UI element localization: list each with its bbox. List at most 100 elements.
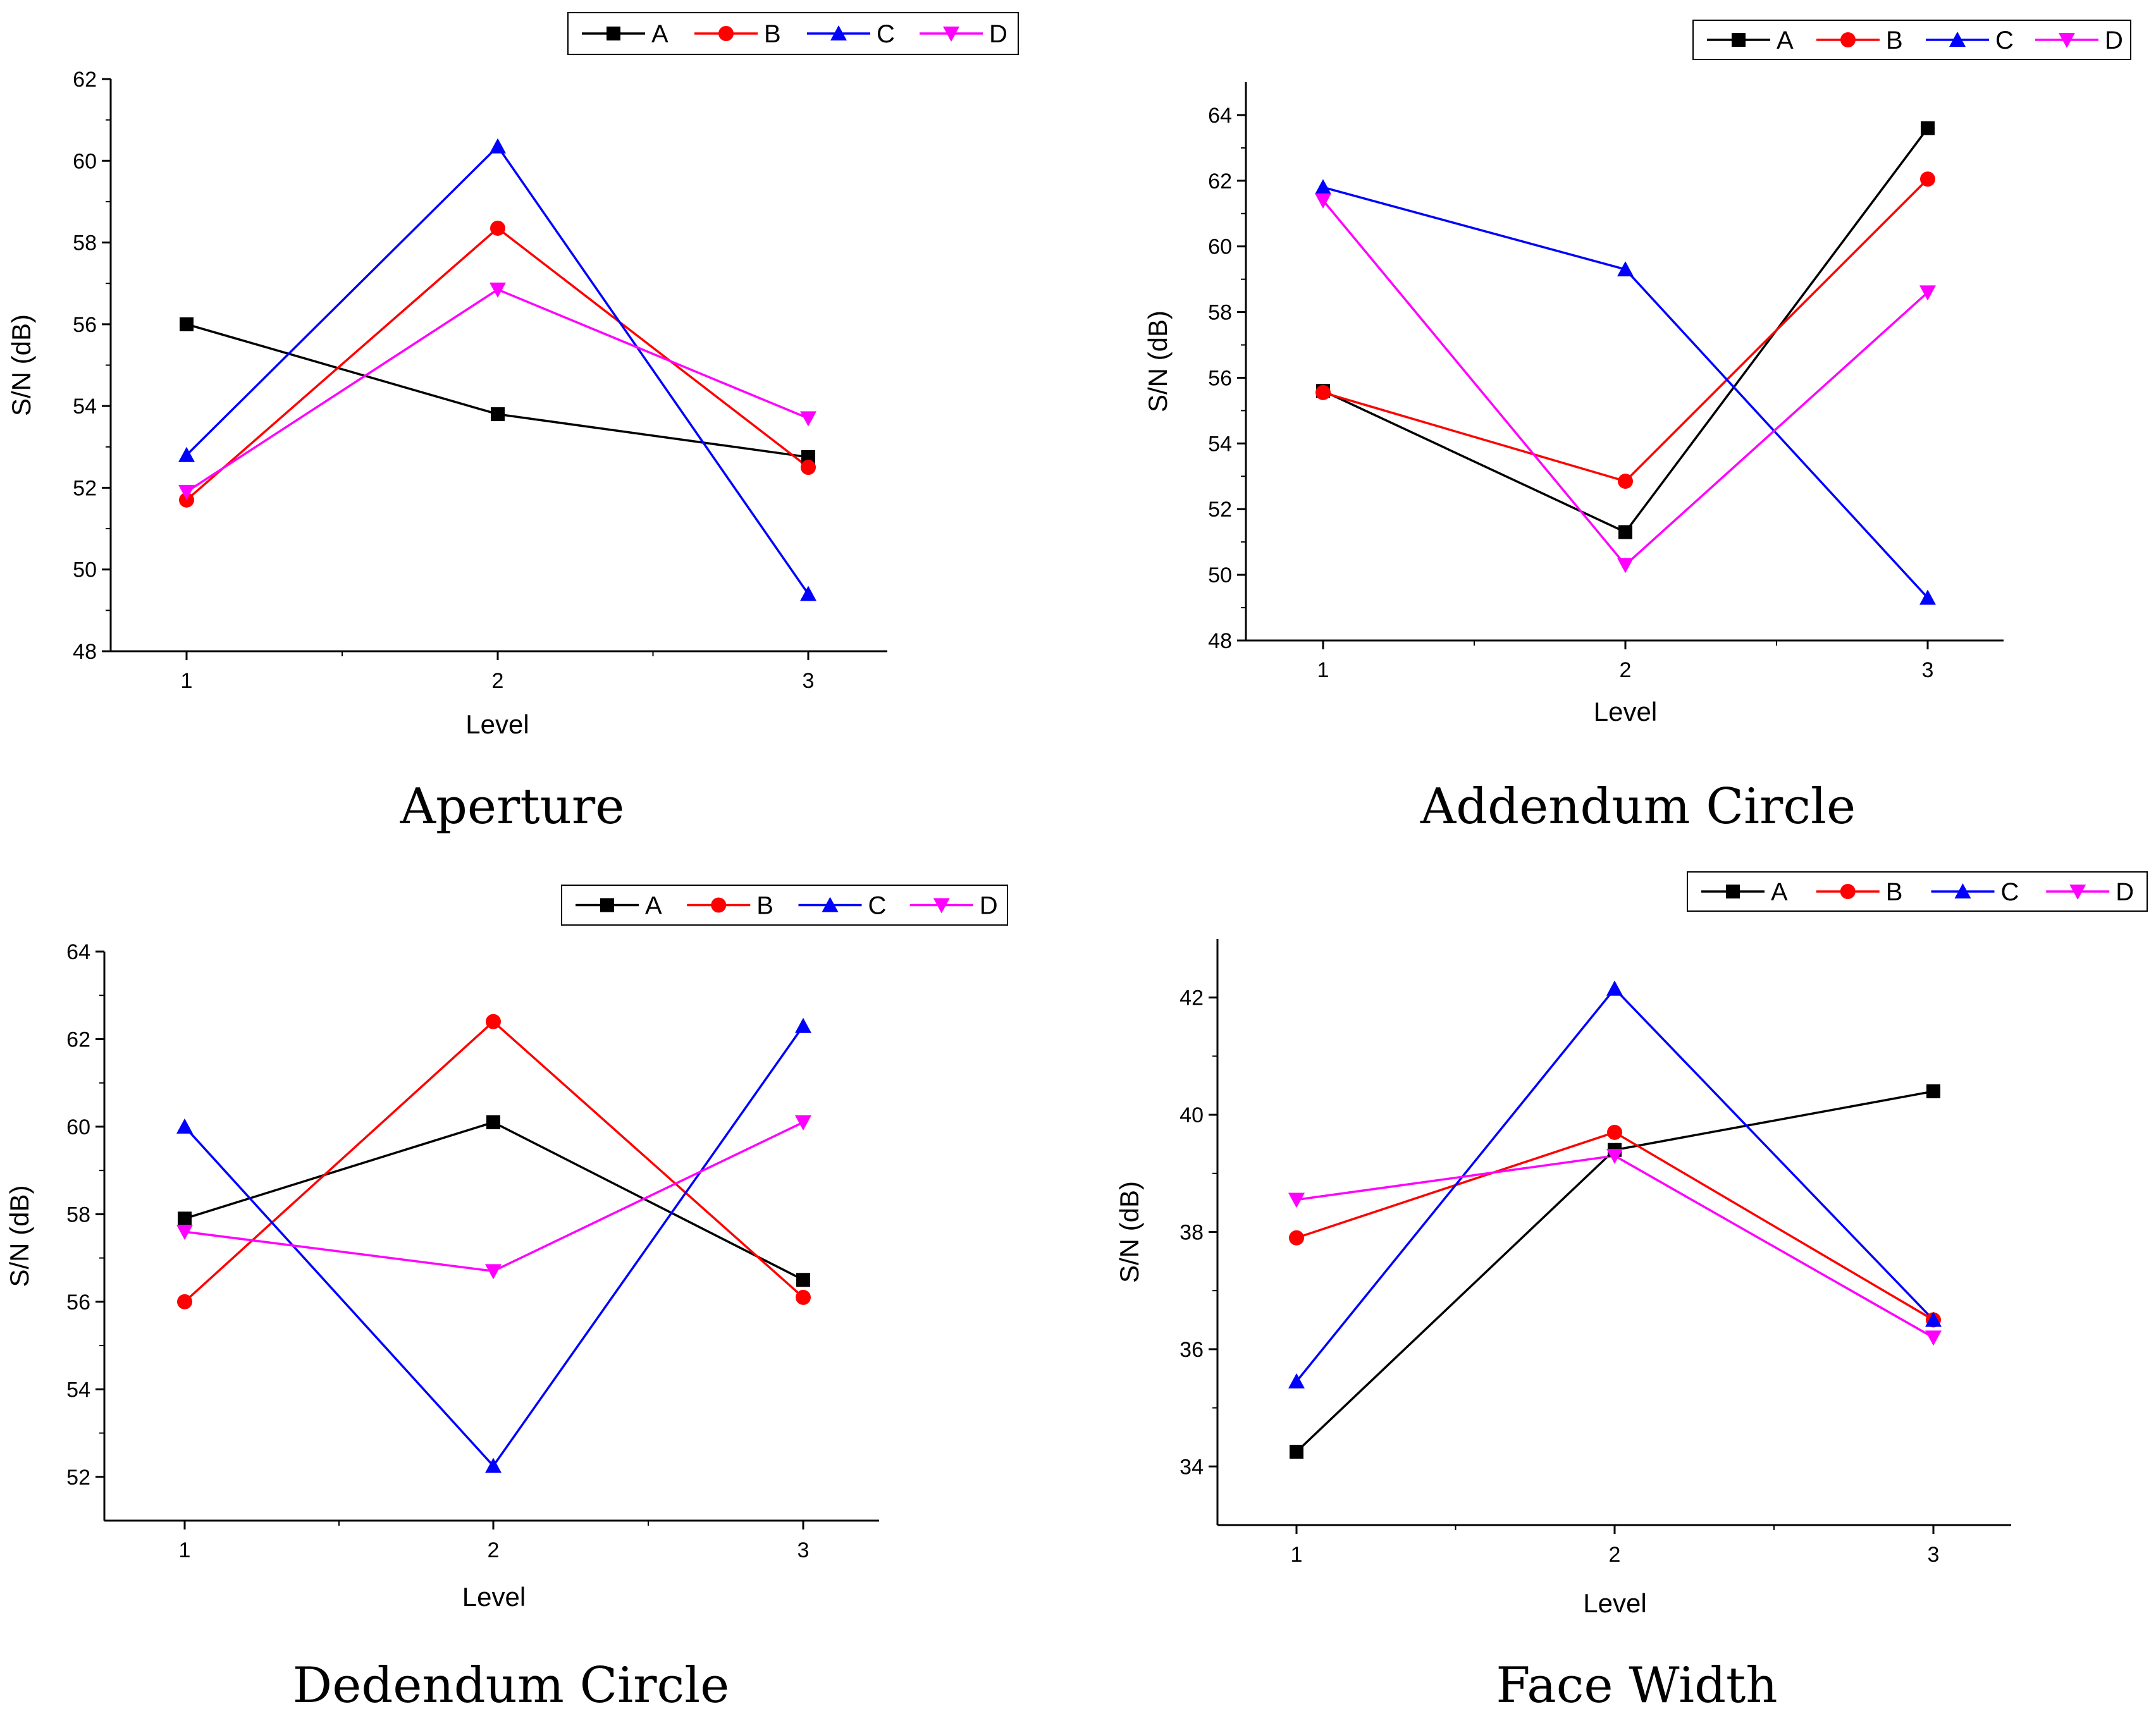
x-axis-label: Level	[462, 1582, 526, 1612]
data-point-c	[1606, 980, 1623, 996]
data-point-b	[486, 1014, 501, 1029]
legend-marker-b	[711, 897, 727, 913]
legend-label-d: D	[989, 20, 1007, 48]
legend-label-a: A	[645, 892, 662, 920]
legend-marker-d	[2059, 33, 2075, 48]
x-tick-label: 3	[1928, 1543, 1940, 1567]
x-tick-label: 2	[492, 669, 504, 693]
data-point-c	[1617, 261, 1634, 277]
chart-panel: 34 36 38 40 42 1 2 3 Level S/N (dB) A B C D Face Width	[1114, 871, 2148, 1714]
chart-panel: 48 50 52 54 56 58 60 62 64 1 2 3 Level S/N (dB) A B C D Ad…	[1143, 20, 2131, 835]
legend-label-c: C	[877, 20, 895, 48]
legend-marker-b	[1840, 32, 1856, 47]
legend-marker-b	[718, 26, 734, 41]
x-tick-label: 3	[1922, 658, 1934, 682]
data-point-a	[1926, 1084, 1940, 1099]
data-point-c	[485, 1457, 502, 1473]
legend-label-a: A	[1771, 878, 1788, 906]
y-axis-label: S/N (dB)	[6, 314, 36, 416]
y-tick-label: 64	[66, 940, 90, 964]
series-line-d	[1322, 199, 1929, 567]
data-point-b	[177, 1294, 192, 1309]
y-axis-label: S/N (dB)	[1114, 1181, 1144, 1283]
legend-label-c: C	[1995, 27, 2014, 54]
legend-marker-a	[1726, 885, 1740, 898]
legend-marker-a	[600, 898, 614, 912]
y-tick-label: 54	[1208, 432, 1232, 456]
y-tick-label: 48	[73, 640, 97, 664]
legend-label-d: D	[980, 892, 998, 920]
data-point-c	[490, 138, 506, 154]
y-tick-label: 58	[1208, 301, 1232, 325]
x-tick-label: 1	[179, 1538, 191, 1562]
x-tick-label: 1	[1317, 658, 1329, 682]
y-tick-label: 38	[1180, 1221, 1204, 1245]
series-line-d	[1296, 1155, 1934, 1339]
legend-label-b: B	[1886, 878, 1903, 906]
data-point-c	[178, 446, 195, 462]
data-point-b	[801, 460, 816, 475]
chart-panel: 48 50 52 54 56 58 60 62 1 2 3 Level S/N (dB) A B C D Aper…	[6, 12, 1019, 835]
y-axis-label: S/N (dB)	[4, 1185, 34, 1287]
x-tick-label: 3	[798, 1538, 810, 1562]
series-line-a	[186, 323, 809, 458]
data-point-d	[800, 411, 816, 427]
chart-caption: Dedendum Circle	[293, 1657, 730, 1714]
legend-marker-d	[933, 898, 950, 914]
chart-caption: Addendum Circle	[1420, 778, 1856, 835]
y-tick-label: 60	[66, 1115, 90, 1139]
data-point-c	[1288, 1373, 1305, 1388]
legend-label-b: B	[764, 20, 781, 48]
data-point-a	[486, 1115, 500, 1129]
x-tick-label: 2	[1620, 658, 1632, 682]
y-tick-label: 60	[73, 149, 97, 173]
legend-label-a: A	[1777, 27, 1794, 54]
legend: A B C D	[561, 885, 1008, 926]
data-point-d	[485, 1264, 502, 1280]
y-tick-label: 62	[73, 68, 97, 92]
y-tick-label: 50	[73, 558, 97, 582]
y-tick-label: 48	[1208, 629, 1232, 653]
legend-marker-c	[1949, 32, 1966, 47]
legend-marker-c	[830, 25, 847, 40]
series-line-a	[184, 1121, 804, 1281]
y-tick-label: 52	[73, 476, 97, 500]
series-line-b	[1322, 178, 1929, 483]
y-tick-label: 58	[73, 231, 97, 255]
x-tick-label: 3	[803, 669, 815, 693]
legend: A B C D	[567, 12, 1019, 55]
data-point-b	[490, 220, 505, 236]
y-tick-label: 42	[1180, 986, 1204, 1010]
data-point-c	[800, 585, 816, 601]
data-point-d	[178, 484, 195, 500]
y-tick-label: 40	[1180, 1103, 1204, 1127]
data-point-a	[1618, 525, 1632, 539]
legend-label-c: C	[868, 892, 887, 920]
legend-marker-d	[2069, 885, 2086, 900]
y-tick-label: 52	[1208, 498, 1232, 522]
data-point-b	[1607, 1124, 1622, 1140]
y-tick-label: 64	[1208, 104, 1232, 128]
data-point-d	[1919, 285, 1936, 301]
chart-caption: Aperture	[400, 778, 625, 835]
y-tick-label: 52	[66, 1466, 90, 1490]
legend-marker-a	[1732, 33, 1746, 47]
legend-marker-a	[607, 27, 620, 40]
legend-label-a: A	[651, 20, 668, 48]
series-line-d	[184, 1121, 804, 1273]
y-tick-label: 34	[1180, 1455, 1204, 1479]
y-tick-label: 56	[66, 1290, 90, 1315]
y-tick-label: 62	[66, 1027, 90, 1051]
chart-caption: Face Width	[1496, 1657, 1777, 1714]
data-point-d	[1606, 1148, 1623, 1164]
legend-label-b: B	[1886, 27, 1903, 54]
data-point-c	[176, 1118, 193, 1134]
data-point-d	[1617, 558, 1634, 573]
data-point-d	[795, 1115, 811, 1131]
y-tick-label: 60	[1208, 235, 1232, 259]
legend-label-d: D	[2116, 878, 2134, 906]
x-axis-label: Level	[465, 709, 529, 739]
series-line-a	[1322, 127, 1929, 534]
data-point-b	[1618, 474, 1633, 489]
